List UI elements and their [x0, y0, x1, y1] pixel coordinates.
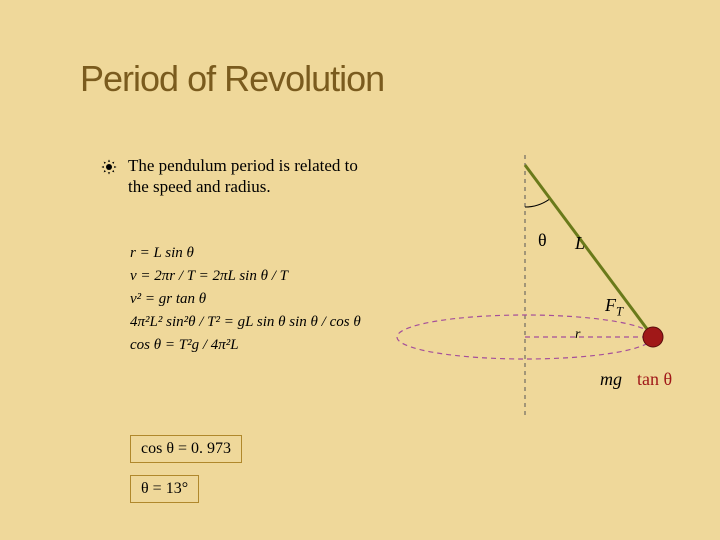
pendulum-diagram: θ L FT r mg tan θ — [395, 155, 695, 415]
label-tension: FT — [605, 295, 623, 320]
gear-icon — [100, 158, 118, 181]
result-theta: θ = 13° — [130, 475, 199, 503]
equations-block: r = L sin θ v = 2πr / T = 2πL sin θ / T v²… — [130, 245, 361, 360]
equation-line: v² = gr tan θ — [130, 291, 361, 308]
bullet-item: The pendulum period is related to the sp… — [100, 155, 380, 198]
equation-line: r = L sin θ — [130, 245, 361, 262]
page-title: Period of Revolution — [80, 58, 384, 100]
results-block: cos θ = 0. 973 θ = 13° — [130, 435, 242, 515]
equation-line: 4π²L² sin²θ / T² = gL sin θ sin θ / cos … — [130, 314, 361, 331]
result-cos: cos θ = 0. 973 — [130, 435, 242, 463]
label-length: L — [575, 233, 585, 254]
equation-line: v = 2πr / T = 2πL sin θ / T — [130, 268, 361, 285]
label-radius: r — [575, 327, 580, 343]
label-theta: θ — [538, 230, 547, 251]
label-mg: mg — [600, 369, 622, 390]
bullet-text: The pendulum period is related to the sp… — [128, 155, 380, 198]
equation-line: cos θ = T²g / 4π²L — [130, 337, 361, 354]
label-tan: tan θ — [637, 369, 672, 390]
